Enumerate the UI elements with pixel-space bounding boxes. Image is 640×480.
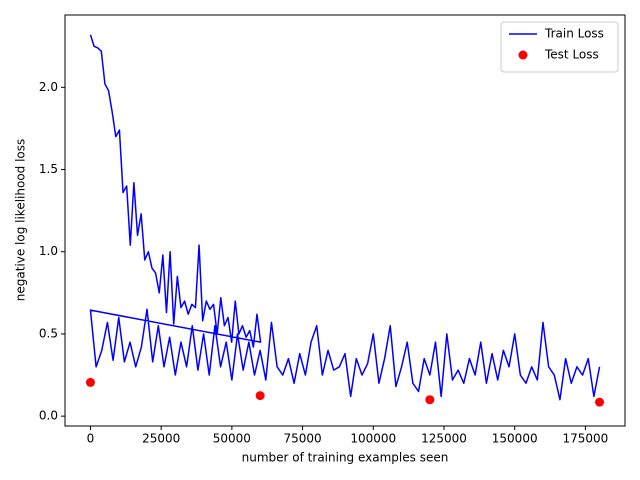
x-axis-label: number of training examples seen [242, 451, 449, 465]
train-loss-line [89, 34, 601, 401]
y-tick-label: 2.0 [39, 80, 58, 94]
y-tick-label: 0.5 [39, 326, 58, 340]
x-tick-label: 175000 [562, 432, 608, 446]
x-tick-label: 75000 [283, 432, 321, 446]
legend-label: Train Loss [544, 27, 604, 41]
legend-swatch [518, 50, 528, 60]
x-tick-label: 125000 [421, 432, 467, 446]
test-loss-point [85, 377, 95, 387]
x-tick-label: 100000 [350, 432, 396, 446]
y-tick-label: 1.5 [39, 162, 58, 176]
legend: Train Loss Test Loss [500, 21, 619, 73]
y-axis-label: negative log likelihood loss [14, 139, 28, 302]
plot-frame [64, 14, 626, 427]
test-loss-point [255, 391, 265, 401]
x-tick-label: 50000 [213, 432, 251, 446]
test-loss-point [425, 395, 435, 405]
test-loss-point [595, 397, 605, 407]
y-tick-label: 1.0 [39, 244, 58, 258]
y-tick-label: 0.0 [39, 409, 58, 423]
legend-label: Test Loss [544, 48, 599, 62]
x-tick-label: 0 [87, 432, 95, 446]
x-tick-label: 25000 [142, 432, 180, 446]
x-tick-label: 150000 [492, 432, 538, 446]
